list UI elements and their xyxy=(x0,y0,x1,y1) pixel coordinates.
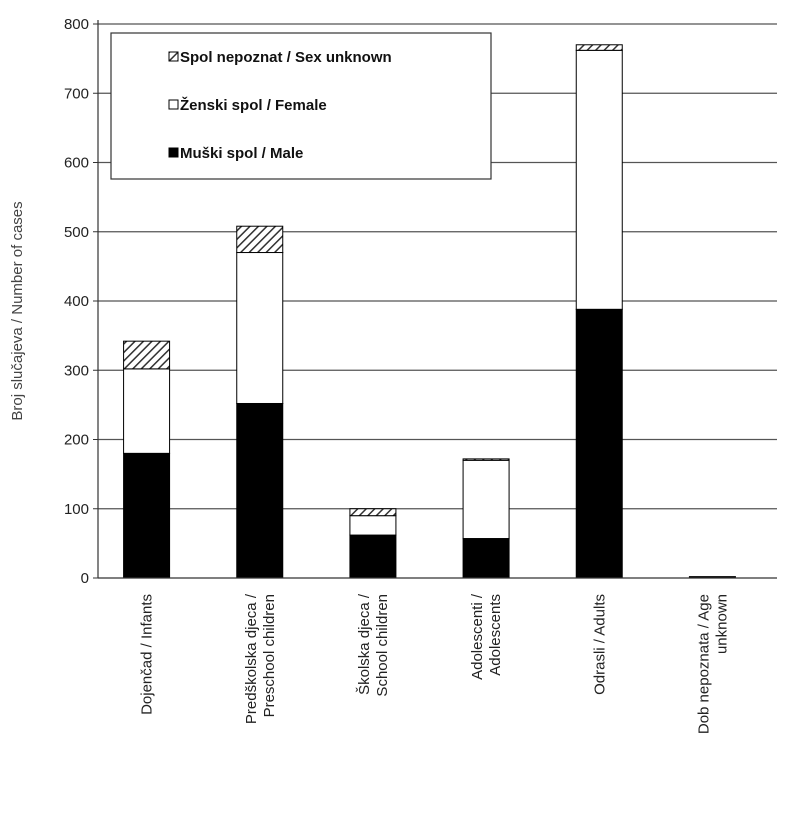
bar-segment-4-1 xyxy=(462,538,510,579)
legend-swatch-3 xyxy=(168,51,179,62)
bar-segment-4-3 xyxy=(462,458,510,461)
bar-segment-5-3 xyxy=(575,44,623,51)
axes xyxy=(97,20,777,579)
legend-label-1: Muški spol / Male xyxy=(180,145,303,162)
bar-segment-1-1 xyxy=(123,452,171,579)
category-label-1: Dojenčad / Infants xyxy=(139,594,156,715)
y-axis-title: Broj slučajeva / Number of cases xyxy=(9,201,26,420)
legend-label-3: Spol nepoznat / Sex unknown xyxy=(180,49,392,66)
bar-segment-5-2 xyxy=(575,49,623,310)
bar-segment-3-2 xyxy=(349,515,397,536)
category-label-6: unknown xyxy=(713,594,730,654)
category-label-3: Školska djeca / xyxy=(356,593,373,695)
bar-segment-1-2 xyxy=(123,368,171,454)
y-tick-label: 800 xyxy=(64,16,89,33)
legend: Spol nepoznat / Sex unknown Ženski spol /… xyxy=(110,32,492,180)
y-tick-labels: 0 100 200 300 400 500 600 700 800 xyxy=(64,16,98,587)
y-tick-label: 700 xyxy=(64,85,89,102)
category-label-4: Adolescenti / xyxy=(469,593,486,680)
legend-swatch-1 xyxy=(168,147,179,158)
category-label-2: Predškolska djeca / xyxy=(243,593,260,724)
category-label-5: Odrasli / Adults xyxy=(591,594,608,695)
legend-label-2: Ženski spol / Female xyxy=(180,96,327,114)
bar-segment-2-1 xyxy=(236,402,284,579)
category-label-3: School children xyxy=(374,594,391,697)
bar-segment-4-2 xyxy=(462,459,510,540)
category-labels: Dojenčad / Infants Predškolska djeca / Pre… xyxy=(139,593,731,734)
y-tick-label: 500 xyxy=(64,224,89,241)
category-label-2: Preschool children xyxy=(261,594,278,717)
bar-segment-5-1 xyxy=(575,308,623,579)
y-tick-label: 100 xyxy=(64,501,89,518)
bar-segment-3-1 xyxy=(349,534,397,579)
y-tick-label: 600 xyxy=(64,155,89,172)
y-tick-label: 300 xyxy=(64,362,89,379)
bar-segment-2-3 xyxy=(236,225,284,254)
legend-swatch-2 xyxy=(168,99,179,110)
bar-segment-3-3 xyxy=(349,508,397,517)
bar-segment-1-3 xyxy=(123,340,171,370)
category-label-6: Dob nepoznata / Age xyxy=(695,594,712,734)
y-tick-label: 0 xyxy=(81,570,89,587)
bars xyxy=(123,44,736,579)
y-tick-label: 200 xyxy=(64,432,89,449)
bar-segment-2-2 xyxy=(236,252,284,404)
category-label-4: Adolescents xyxy=(487,594,504,676)
y-tick-label: 400 xyxy=(64,293,89,310)
